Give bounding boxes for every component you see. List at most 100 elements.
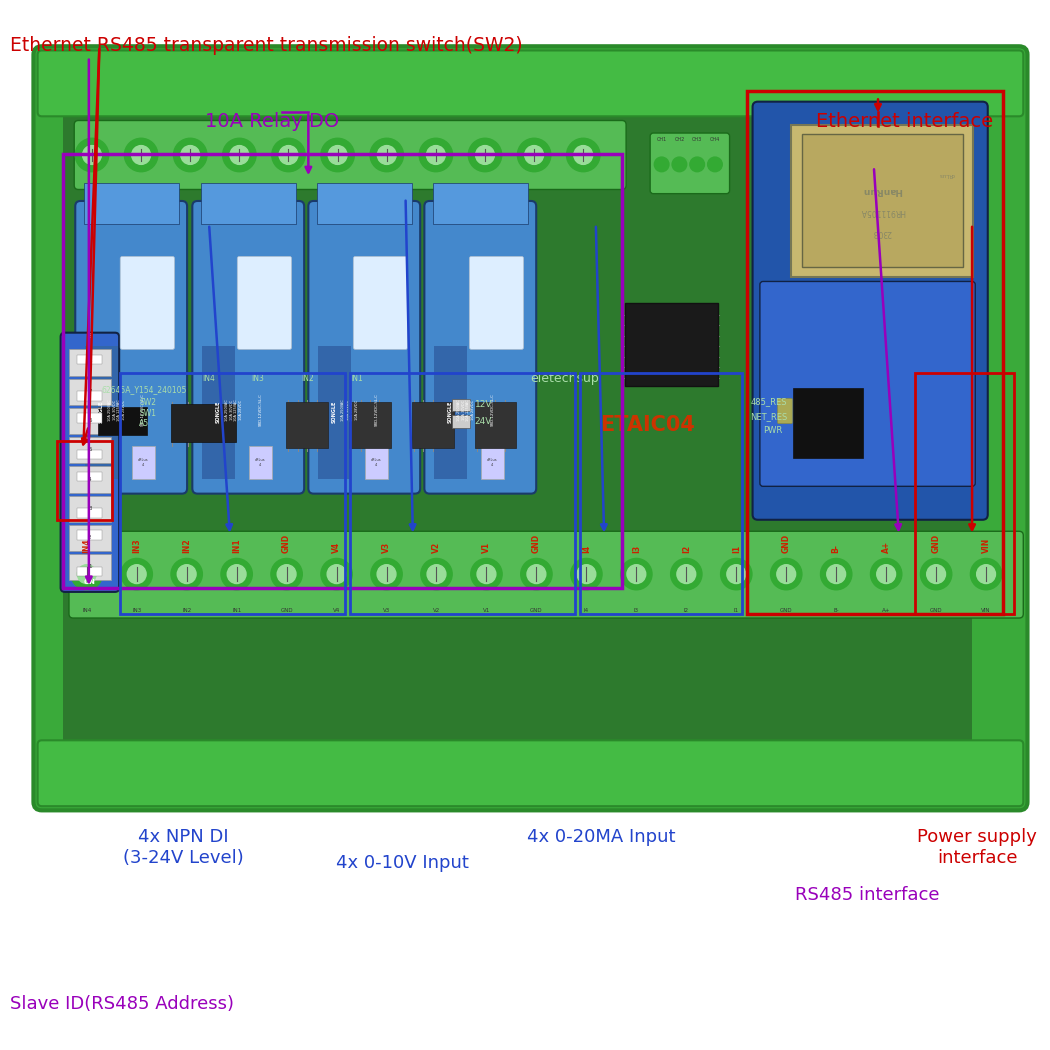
- FancyBboxPatch shape: [792, 125, 973, 277]
- FancyBboxPatch shape: [469, 256, 524, 350]
- Text: GND: GND: [931, 534, 941, 553]
- Text: I2: I2: [684, 608, 689, 613]
- Circle shape: [321, 559, 352, 590]
- Circle shape: [976, 565, 995, 584]
- Circle shape: [181, 146, 200, 165]
- Circle shape: [468, 139, 502, 172]
- FancyBboxPatch shape: [475, 402, 517, 447]
- Text: HR911105A: HR911105A: [860, 207, 905, 216]
- Text: SRD-12VDC-SL-C: SRD-12VDC-SL-C: [141, 394, 145, 426]
- Circle shape: [720, 559, 752, 590]
- Text: Ethernet interface: Ethernet interface: [816, 112, 992, 131]
- Bar: [748, 91, 1004, 614]
- Circle shape: [777, 565, 796, 584]
- Text: V4: V4: [332, 542, 341, 553]
- Text: 10A Relay DO: 10A Relay DO: [205, 112, 339, 131]
- FancyBboxPatch shape: [78, 392, 103, 401]
- Circle shape: [230, 146, 249, 165]
- Text: 4x 0-20MA Input: 4x 0-20MA Input: [527, 828, 675, 846]
- FancyBboxPatch shape: [794, 388, 863, 458]
- Circle shape: [527, 565, 546, 584]
- FancyBboxPatch shape: [38, 740, 1024, 806]
- Circle shape: [470, 559, 502, 590]
- Circle shape: [272, 139, 306, 172]
- Text: CH2: CH2: [674, 138, 685, 143]
- Circle shape: [279, 146, 298, 165]
- FancyBboxPatch shape: [131, 445, 154, 479]
- Text: GND: GND: [930, 608, 943, 613]
- FancyBboxPatch shape: [69, 466, 111, 492]
- Text: V2: V2: [432, 542, 441, 553]
- FancyBboxPatch shape: [38, 50, 1024, 117]
- Circle shape: [476, 146, 495, 165]
- Text: NET_RES: NET_RES: [751, 412, 788, 421]
- Text: V2: V2: [433, 608, 440, 613]
- Text: IN3: IN3: [252, 374, 265, 383]
- Circle shape: [671, 559, 702, 590]
- Text: cRLus: cRLus: [939, 172, 956, 177]
- Circle shape: [571, 559, 602, 590]
- Text: VIN: VIN: [982, 538, 990, 553]
- Text: CH1: CH1: [656, 138, 667, 143]
- Circle shape: [708, 158, 722, 172]
- Circle shape: [277, 565, 296, 584]
- Text: HanRun: HanRun: [862, 186, 902, 195]
- Circle shape: [970, 559, 1002, 590]
- FancyBboxPatch shape: [317, 183, 412, 224]
- Text: V4: V4: [333, 608, 340, 613]
- Circle shape: [672, 158, 687, 172]
- Circle shape: [220, 559, 252, 590]
- Text: IN4: IN4: [203, 374, 215, 383]
- FancyBboxPatch shape: [433, 183, 528, 224]
- Circle shape: [521, 559, 552, 590]
- FancyBboxPatch shape: [78, 471, 103, 481]
- Text: 485_RES: 485_RES: [751, 397, 788, 406]
- Bar: [452, 399, 470, 411]
- Text: IN3: IN3: [132, 539, 141, 553]
- Circle shape: [877, 565, 896, 584]
- FancyBboxPatch shape: [753, 102, 988, 520]
- Text: IN2: IN2: [183, 539, 191, 553]
- Circle shape: [419, 139, 453, 172]
- Text: Ethernet RS485 transparent transmission switch(SW2): Ethernet RS485 transparent transmission …: [10, 36, 523, 55]
- Circle shape: [677, 565, 696, 584]
- Circle shape: [377, 146, 396, 165]
- FancyBboxPatch shape: [171, 404, 236, 442]
- Circle shape: [525, 146, 544, 165]
- Text: eletechsup: eletechsup: [530, 372, 598, 385]
- Text: IN3: IN3: [132, 608, 142, 613]
- Circle shape: [518, 139, 551, 172]
- Bar: [63, 154, 622, 588]
- Text: 10A 250VAC
10A 30VDC
10A 125VAC
10A 28VDC: 10A 250VAC 10A 30VDC 10A 125VAC 10A 28VD…: [226, 399, 243, 421]
- FancyBboxPatch shape: [202, 346, 235, 479]
- Text: 8: 8: [87, 333, 92, 339]
- FancyBboxPatch shape: [364, 445, 387, 479]
- FancyBboxPatch shape: [318, 346, 351, 479]
- Circle shape: [329, 146, 346, 165]
- Text: Slave ID(RS485 Address): Slave ID(RS485 Address): [10, 995, 234, 1013]
- Text: B-: B-: [832, 544, 841, 553]
- FancyBboxPatch shape: [76, 201, 187, 494]
- Text: 7: 7: [88, 388, 91, 394]
- FancyBboxPatch shape: [760, 281, 975, 486]
- Circle shape: [71, 559, 103, 590]
- Circle shape: [124, 139, 158, 172]
- Text: VIN: VIN: [982, 608, 991, 613]
- FancyBboxPatch shape: [481, 445, 504, 479]
- Text: I2: I2: [681, 545, 691, 553]
- Text: SW1: SW1: [139, 408, 156, 418]
- Text: I1: I1: [732, 545, 740, 553]
- FancyBboxPatch shape: [63, 118, 972, 744]
- Text: SW2: SW2: [139, 398, 156, 407]
- FancyBboxPatch shape: [69, 531, 1024, 618]
- Bar: [915, 374, 1014, 614]
- Circle shape: [567, 139, 600, 172]
- FancyBboxPatch shape: [34, 46, 1028, 811]
- Text: SONGLE: SONGLE: [99, 401, 104, 423]
- Circle shape: [690, 158, 705, 172]
- Circle shape: [328, 565, 345, 584]
- Circle shape: [271, 559, 302, 590]
- Circle shape: [927, 565, 945, 584]
- Text: 6: 6: [88, 418, 91, 423]
- Text: SONGLE: SONGLE: [332, 401, 337, 423]
